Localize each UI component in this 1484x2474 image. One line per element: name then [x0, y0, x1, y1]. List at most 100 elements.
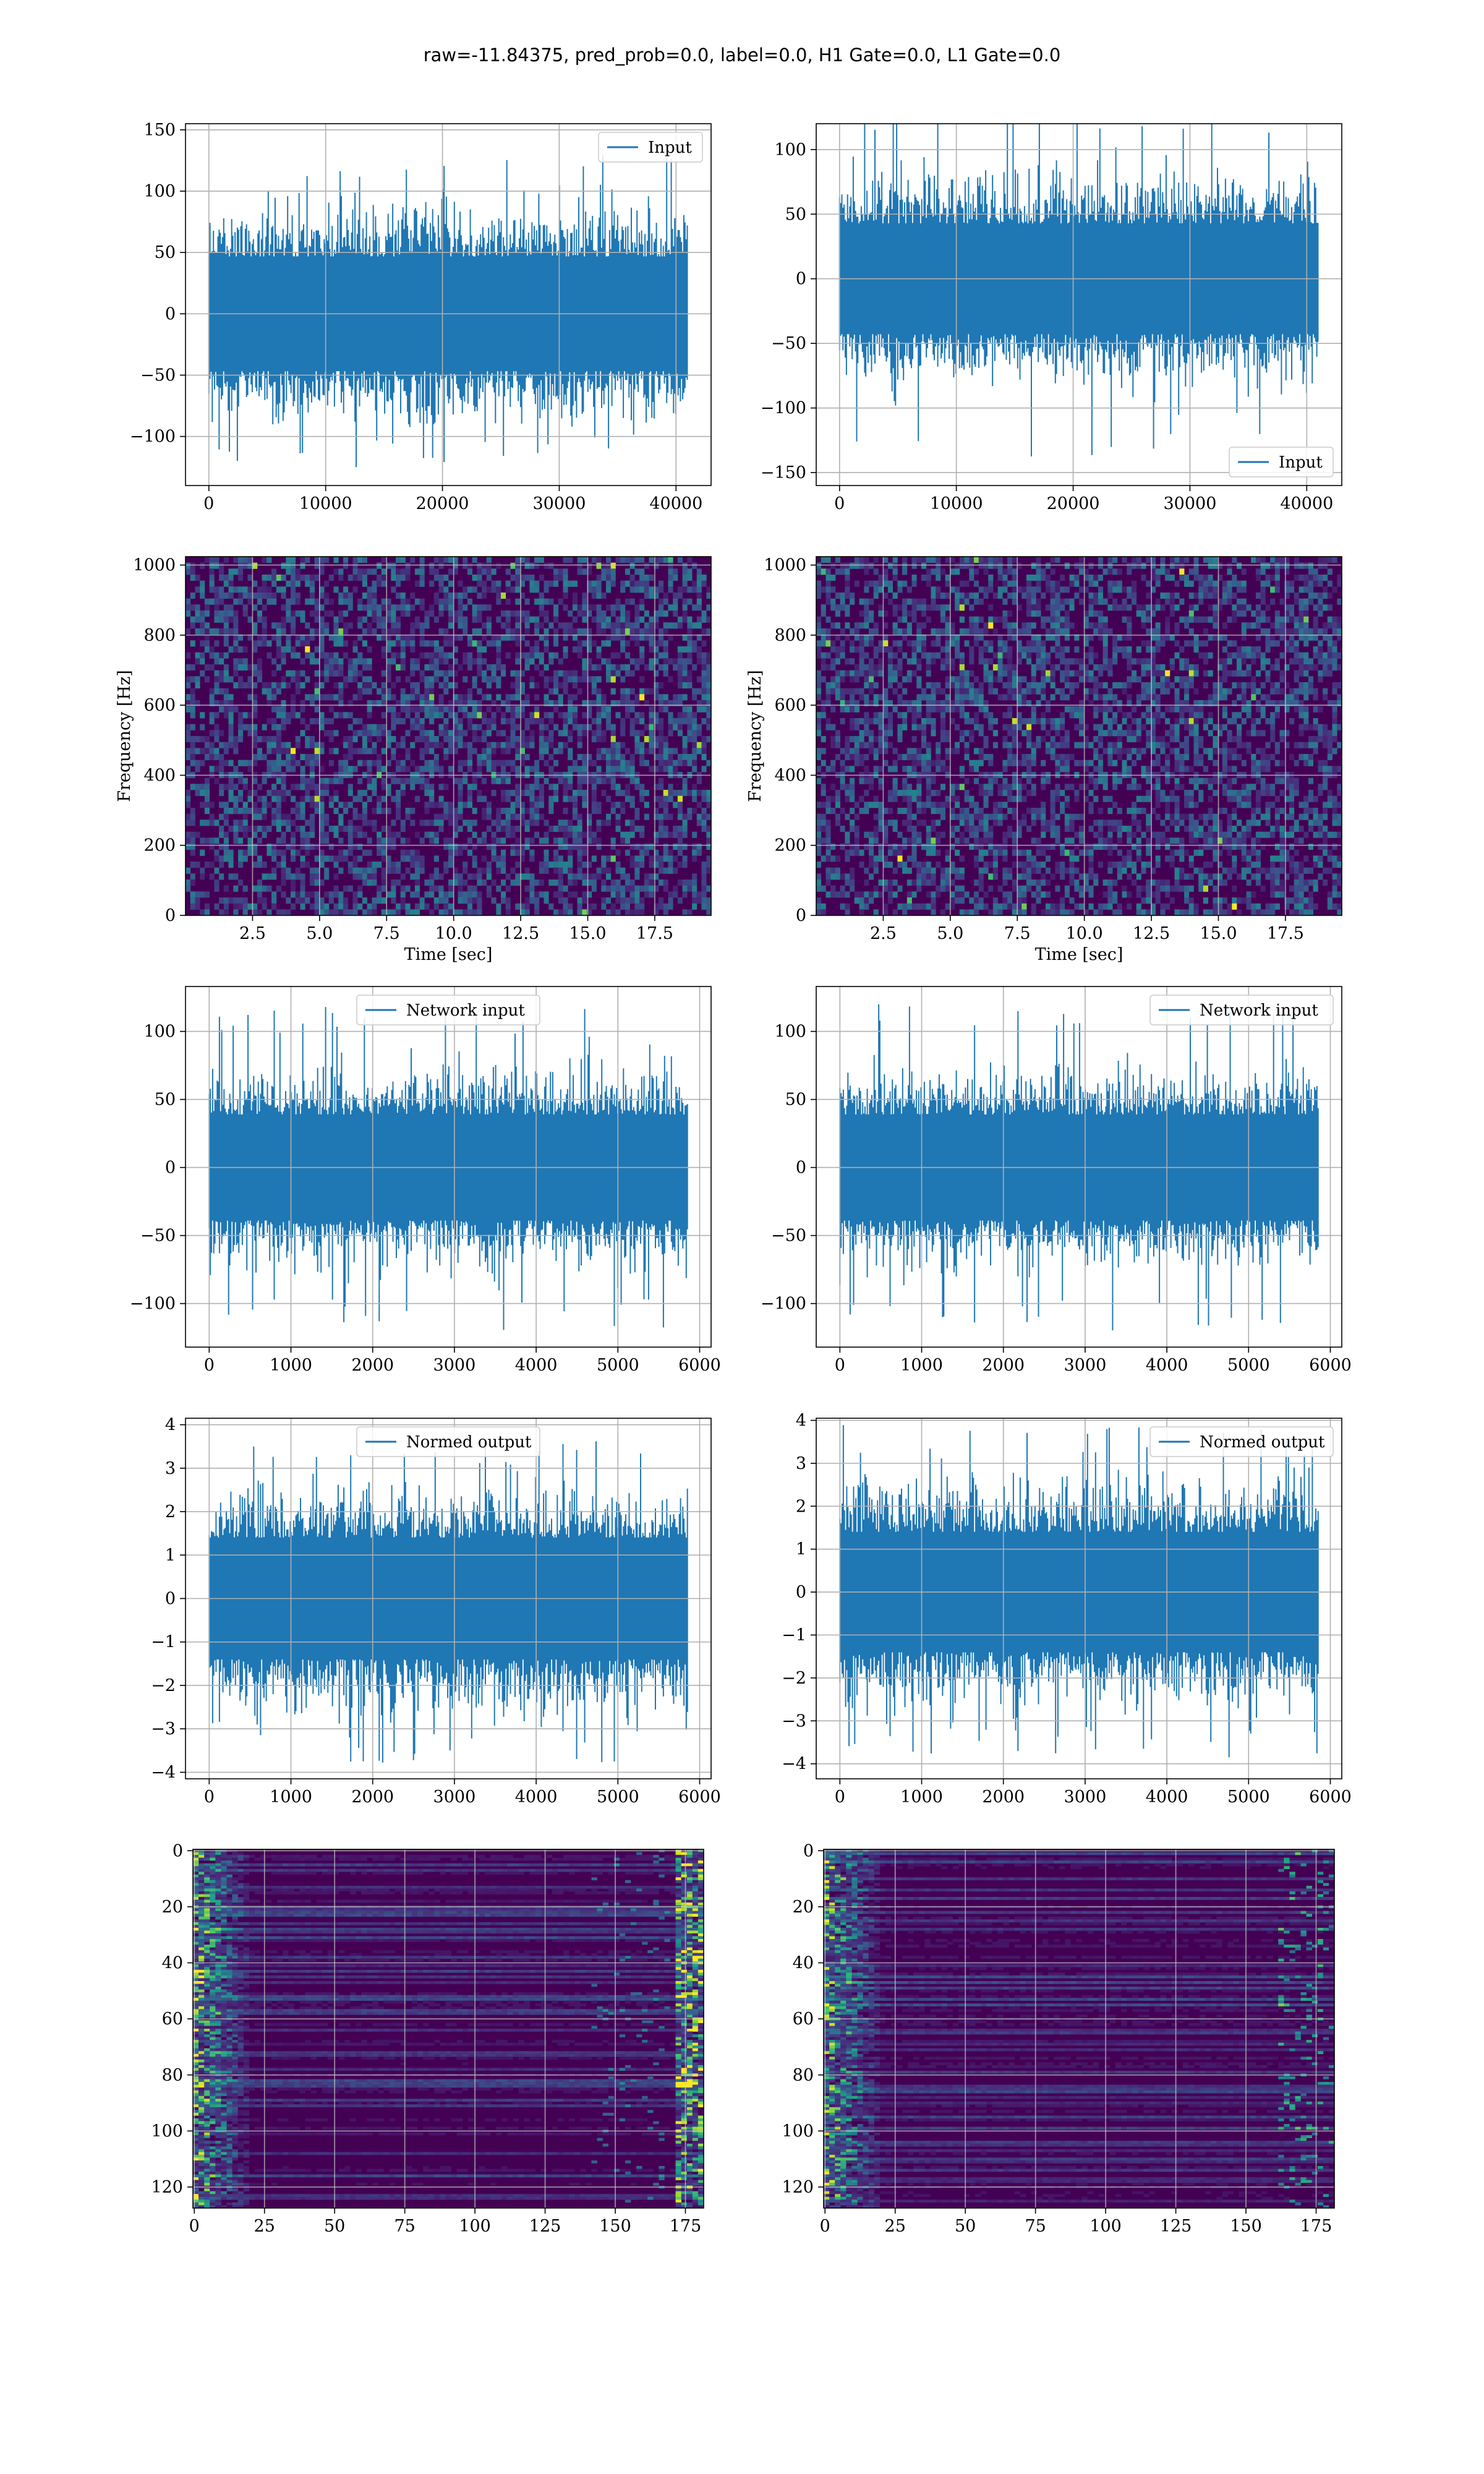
heatmap-cell [377, 700, 382, 707]
heatmap-cell [692, 790, 697, 797]
heatmap-cell [486, 664, 492, 671]
heatmap-cell [534, 712, 540, 719]
heatmap-cell [276, 628, 281, 635]
heatmap-cell [553, 790, 559, 797]
heatmap-cell [663, 658, 668, 665]
heatmap-cell [309, 777, 315, 784]
heatmap-cell [424, 903, 430, 910]
heatmap-cell [305, 891, 310, 898]
heatmap-cell [433, 802, 439, 808]
heatmap-cell [964, 562, 970, 569]
heatmap-cell [482, 634, 487, 641]
heatmap-cell [443, 640, 449, 647]
heatmap-cell [1150, 568, 1156, 575]
heatmap-cell [405, 909, 411, 915]
heatmap-cell [687, 682, 693, 689]
heatmap-cell [343, 622, 349, 629]
heatmap-cell [1318, 676, 1323, 683]
heatmap-cell [233, 670, 239, 677]
heatmap-cell [219, 826, 224, 833]
heatmap-cell [830, 646, 836, 653]
heatmap-cell [233, 622, 239, 629]
heatmap-cell [1064, 616, 1070, 623]
heatmap-cell [453, 670, 458, 677]
heatmap-cell [916, 646, 922, 653]
heatmap-cell [410, 622, 416, 629]
heatmap-cell [458, 880, 463, 886]
heatmap-cell [386, 837, 391, 844]
heatmap-cell [281, 593, 286, 599]
heatmap-cell [305, 795, 310, 802]
heatmap-cell [1332, 658, 1337, 665]
heatmap-cell [463, 909, 468, 915]
heatmap-cell [529, 891, 535, 898]
heatmap-cell [692, 808, 697, 815]
heatmap-cell [830, 664, 836, 671]
heatmap-cell [405, 562, 411, 569]
heatmap-cell [352, 867, 358, 874]
heatmap-cell [568, 712, 573, 719]
heatmap-cell [314, 790, 320, 797]
heatmap-cell [587, 820, 592, 826]
heatmap-cell [396, 664, 401, 671]
heatmap-cell [367, 880, 372, 886]
heatmap-cell [467, 688, 472, 695]
heatmap-cell [305, 634, 310, 641]
heatmap-cell [453, 844, 458, 850]
heatmap-cell [1060, 670, 1065, 677]
heatmap-cell [649, 646, 654, 653]
heatmap-cell [309, 795, 315, 802]
heatmap-cell [424, 652, 430, 659]
heatmap-cell [496, 676, 501, 683]
heatmap-cell [539, 813, 544, 820]
heatmap-cell [501, 790, 506, 797]
heatmap-cell [524, 903, 530, 910]
heatmap-cell [911, 557, 917, 563]
heatmap-cell [433, 760, 439, 766]
heatmap-cell [524, 867, 530, 874]
heatmap-cell [1165, 575, 1171, 581]
heatmap-cell [1332, 640, 1337, 647]
heatmap-cell [940, 593, 945, 599]
heatmap-cell [606, 748, 612, 755]
heatmap-cell [381, 700, 386, 707]
heatmap-cell [902, 580, 908, 587]
heatmap-cell [902, 562, 908, 569]
heatmap-cell [606, 664, 612, 671]
heatmap-cell [548, 562, 554, 569]
heatmap-cell [692, 604, 697, 611]
heatmap-cell [1208, 616, 1213, 623]
heatmap-cell [1208, 670, 1213, 677]
heatmap-cell [510, 718, 516, 725]
heatmap-cell [1294, 593, 1299, 599]
heatmap-cell [1012, 557, 1017, 563]
heatmap-cell [1017, 676, 1022, 683]
heatmap-cell [1036, 646, 1041, 653]
heatmap-cell [1050, 568, 1055, 575]
heatmap-cell [372, 880, 377, 886]
heatmap-cell [257, 640, 262, 647]
heatmap-cell [992, 664, 998, 671]
heatmap-cell [577, 730, 582, 737]
heatmap-cell [940, 664, 945, 671]
heatmap-cell [1260, 568, 1266, 575]
heatmap-cell [242, 808, 248, 815]
heatmap-cell [233, 658, 239, 665]
heatmap-cell [1074, 634, 1080, 641]
heatmap-cell [1093, 682, 1099, 689]
heatmap-cell [572, 593, 578, 599]
heatmap-cell [659, 598, 664, 605]
heatmap-cell [596, 562, 602, 569]
heatmap-cell [663, 844, 668, 850]
heatmap-cell [319, 568, 325, 575]
heatmap-cell [524, 718, 530, 725]
heatmap-cell [1255, 670, 1261, 677]
heatmap-cell [238, 795, 244, 802]
heatmap-cell [214, 682, 220, 689]
heatmap-cell [1227, 562, 1232, 569]
heatmap-cell [668, 897, 673, 904]
heatmap-cell [200, 622, 205, 629]
heatmap-cell [1246, 682, 1252, 689]
heatmap-cell [830, 688, 836, 695]
heatmap-cell [854, 622, 859, 629]
